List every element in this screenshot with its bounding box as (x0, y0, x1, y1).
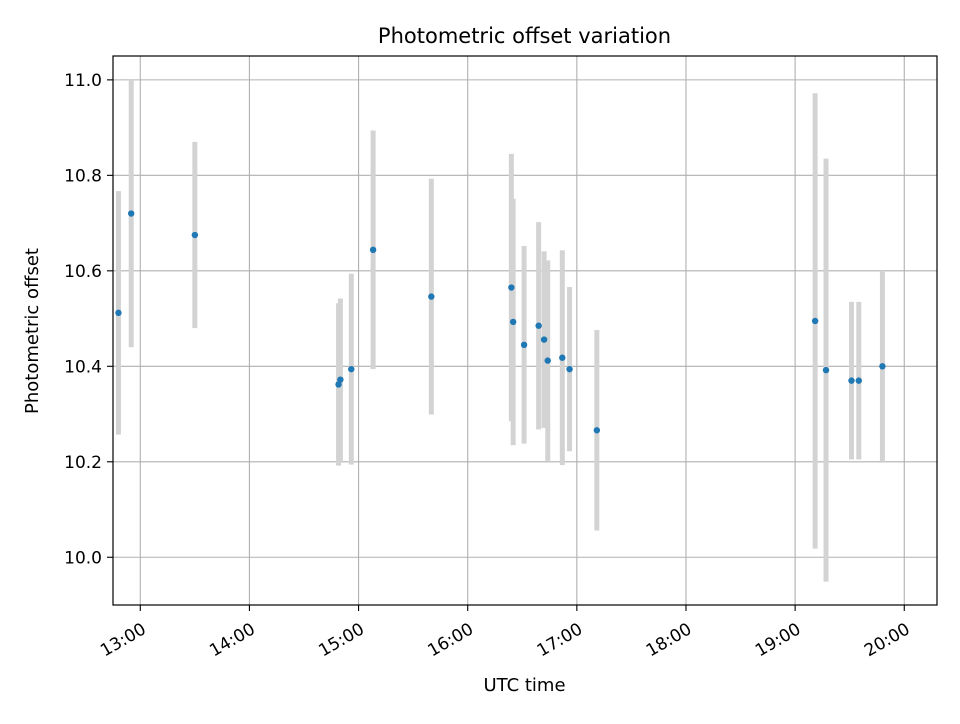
x-tick-label: 19:00 (752, 619, 804, 661)
chart-title: Photometric offset variation (378, 24, 671, 48)
data-point (191, 231, 199, 239)
y-tick-label: 10.2 (64, 453, 102, 473)
data-point (535, 322, 542, 329)
data-point (337, 376, 344, 383)
data-point (593, 427, 601, 434)
data-point (855, 377, 862, 384)
point-layer (115, 210, 886, 434)
data-point (509, 318, 517, 326)
x-axis-ticks: 13:00 14:00 15:00 16:00 17:00 18:00 19:00 20:00 (97, 605, 914, 661)
data-point (428, 293, 435, 300)
data-point (544, 357, 551, 364)
grid-layer (113, 56, 937, 605)
y-axis-label: Photometric offset (22, 248, 43, 414)
data-point (520, 341, 528, 349)
x-tick-label: 18:00 (643, 619, 695, 661)
x-tick-label: 20:00 (861, 619, 913, 661)
data-point (848, 377, 855, 384)
y-tick-label: 10.8 (64, 166, 102, 186)
data-point (822, 366, 830, 374)
x-tick-label: 15:00 (315, 619, 367, 661)
data-point (369, 246, 377, 254)
x-tick-label: 14:00 (206, 619, 258, 661)
data-point (508, 284, 515, 291)
plot-frame (112, 55, 938, 606)
data-point (811, 317, 819, 325)
y-axis-ticks: 10.0 10.2 10.4 10.6 10.8 11.0 (64, 71, 113, 568)
y-tick-label: 10.4 (64, 357, 102, 377)
data-point (540, 336, 548, 343)
data-point (879, 363, 886, 370)
errorbar-layer (115, 79, 885, 582)
y-tick-label: 10.6 (64, 262, 102, 282)
x-tick-label: 17:00 (534, 619, 586, 661)
data-point (127, 210, 135, 217)
data-point (348, 365, 355, 373)
y-tick-label: 11.0 (64, 71, 102, 91)
y-tick-label: 10.0 (64, 548, 102, 568)
data-point (115, 309, 122, 317)
x-tick-label: 13:00 (97, 619, 149, 661)
data-point (566, 365, 573, 373)
x-tick-label: 16:00 (425, 619, 477, 661)
x-axis-label: UTC time (483, 675, 565, 696)
data-point (559, 354, 566, 361)
